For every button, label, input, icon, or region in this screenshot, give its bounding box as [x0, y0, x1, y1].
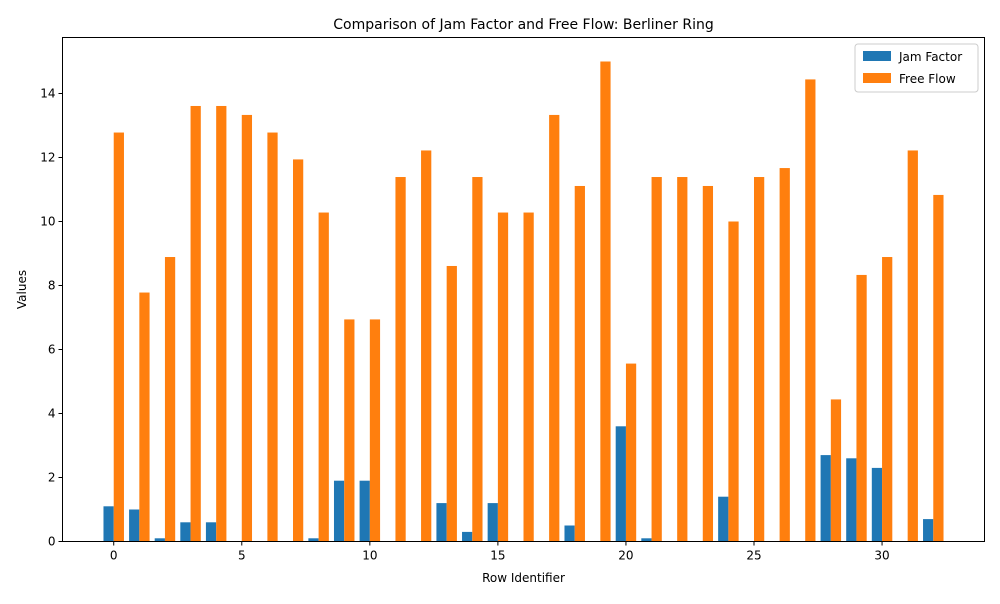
bar-jam-factor-18 — [564, 525, 575, 542]
bar-free-flow-10 — [369, 319, 381, 542]
x-axis: 0 5 10 15 20 25 30 — [110, 541, 890, 563]
bar-free-flow-0 — [113, 132, 124, 542]
bar-free-flow-24 — [728, 221, 739, 542]
bar-free-flow-21 — [651, 177, 662, 542]
x-tick-label: 15 — [490, 549, 505, 563]
legend-label-free-flow: Free Flow — [899, 72, 956, 86]
bar-free-flow-11 — [395, 177, 406, 542]
legend-swatch-jam-factor — [863, 51, 891, 61]
y-tick-label: 4 — [48, 407, 56, 421]
bar-free-flow-16 — [523, 212, 534, 542]
chart-title: Comparison of Jam Factor and Free Flow: … — [333, 17, 713, 33]
x-tick-label: 0 — [110, 549, 118, 563]
legend-swatch-free-flow — [863, 73, 891, 83]
bar-jam-factor-15 — [487, 503, 498, 542]
y-tick-label: 14 — [40, 87, 55, 101]
bar-free-flow-25 — [754, 177, 765, 542]
bar-jam-factor-29 — [846, 458, 857, 542]
bar-free-flow-4 — [216, 105, 227, 542]
legend: Jam Factor Free Flow — [854, 43, 979, 93]
y-tick-label: 12 — [40, 151, 55, 165]
bar-jam-factor-4 — [205, 522, 217, 542]
bar-jam-factor-0 — [103, 506, 114, 542]
bar-free-flow-13 — [446, 265, 457, 542]
bar-free-flow-8 — [318, 212, 329, 542]
bar-free-flow-19 — [600, 61, 611, 542]
bar-jam-factor-13 — [436, 503, 447, 542]
bar-free-flow-12 — [421, 150, 432, 542]
bar-free-flow-26 — [779, 168, 790, 542]
bar-free-flow-1 — [139, 292, 150, 542]
bar-free-flow-14 — [472, 177, 483, 542]
plot-frame — [62, 37, 985, 542]
y-tick-label: 2 — [48, 471, 56, 485]
bar-free-flow-7 — [293, 159, 304, 542]
bars-layer — [103, 61, 944, 542]
bar-free-flow-2 — [164, 257, 176, 542]
x-tick-label: 10 — [362, 549, 377, 563]
bar-free-flow-20 — [625, 363, 637, 542]
x-tick-label: 20 — [618, 549, 633, 563]
y-tick-label: 0 — [48, 535, 56, 549]
x-axis-label: Row Identifier — [482, 571, 565, 585]
bar-jam-factor-2 — [154, 538, 165, 542]
y-tick-label: 10 — [40, 215, 55, 229]
y-axis-label: Values — [15, 270, 29, 309]
y-tick-label: 8 — [48, 279, 56, 293]
bar-free-flow-3 — [190, 105, 201, 542]
x-tick-label: 25 — [746, 549, 761, 563]
bar-free-flow-29 — [856, 274, 867, 542]
bar-jam-factor-32 — [923, 519, 934, 542]
bar-jam-factor-21 — [641, 538, 652, 542]
bar-free-flow-5 — [241, 114, 253, 542]
bar-free-flow-28 — [830, 399, 842, 542]
bar-jam-factor-1 — [129, 509, 140, 542]
x-tick-label: 5 — [238, 549, 246, 563]
bar-free-flow-6 — [267, 132, 278, 542]
bar-free-flow-22 — [677, 177, 688, 542]
bar-jam-factor-24 — [718, 496, 729, 542]
bar-free-flow-18 — [574, 185, 585, 542]
bar-jam-factor-10 — [359, 480, 370, 542]
bar-free-flow-23 — [702, 185, 714, 542]
bar-free-flow-30 — [882, 257, 893, 542]
bar-jam-factor-8 — [308, 538, 319, 542]
bar-free-flow-27 — [805, 79, 816, 542]
bar-jam-factor-9 — [333, 480, 345, 542]
bar-jam-factor-14 — [462, 531, 473, 542]
y-tick-label: 6 — [48, 343, 56, 357]
bar-free-flow-9 — [344, 319, 355, 542]
bar-jam-factor-28 — [820, 455, 831, 542]
bar-jam-factor-30 — [871, 467, 883, 542]
bar-free-flow-17 — [549, 114, 560, 542]
bar-free-flow-15 — [497, 212, 509, 542]
y-axis: 0 2 4 6 8 10 12 14 — [40, 87, 63, 549]
legend-label-jam-factor: Jam Factor — [898, 50, 962, 64]
bar-jam-factor-20 — [615, 426, 626, 542]
x-tick-label: 30 — [874, 549, 889, 563]
bar-jam-factor-3 — [180, 522, 191, 542]
bar-free-flow-32 — [933, 194, 944, 542]
bar-free-flow-31 — [907, 150, 918, 542]
